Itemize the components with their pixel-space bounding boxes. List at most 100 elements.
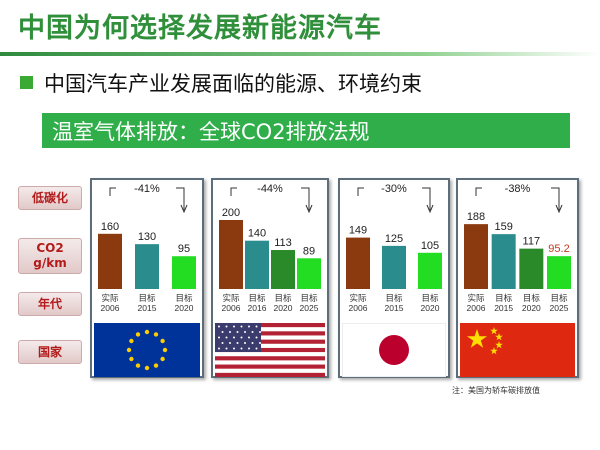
china-value-label-1: 159 bbox=[494, 221, 512, 233]
china-bracket-left bbox=[475, 187, 482, 196]
usa-value-label-0: 200 bbox=[222, 207, 240, 219]
us-star bbox=[244, 331, 246, 333]
us-star bbox=[240, 325, 243, 328]
eu-bracket-left bbox=[109, 187, 116, 196]
us-star bbox=[229, 331, 231, 333]
us-star bbox=[251, 331, 254, 333]
china-category-label-2-0: 目标 bbox=[523, 293, 541, 303]
japan-bracket-arrow bbox=[426, 204, 434, 214]
usa-bracket-right bbox=[301, 187, 310, 210]
us-star bbox=[240, 336, 243, 339]
eu-star bbox=[129, 338, 134, 344]
us-star bbox=[244, 342, 246, 344]
eu-star bbox=[160, 338, 165, 344]
us-star bbox=[248, 347, 250, 350]
eu-star bbox=[126, 347, 132, 353]
china-value-label-0: 188 bbox=[467, 211, 485, 223]
row-label-low-carbon: 低碳化 bbox=[18, 186, 82, 210]
title-rule bbox=[0, 52, 600, 56]
us-star bbox=[233, 336, 235, 339]
japan-value-label-0: 149 bbox=[349, 225, 367, 237]
china-bar-3 bbox=[547, 256, 571, 289]
japan-category-label-1-1: 2015 bbox=[385, 303, 404, 313]
china-bar-2 bbox=[519, 248, 544, 289]
eu-flag bbox=[94, 323, 200, 377]
eu-value-label-2: 95 bbox=[178, 243, 190, 255]
us-star bbox=[236, 331, 239, 333]
eu-star bbox=[144, 365, 150, 371]
us-stripe bbox=[215, 339, 325, 344]
usa-value-label-3: 89 bbox=[303, 245, 315, 257]
china-category-label-0-1: 2006 bbox=[467, 303, 486, 313]
us-star bbox=[240, 347, 243, 350]
us-star bbox=[225, 347, 228, 350]
us-star bbox=[225, 325, 228, 328]
japan-category-label-2-0: 目标 bbox=[421, 293, 439, 303]
china-bar-1 bbox=[491, 234, 516, 289]
us-star bbox=[255, 325, 258, 328]
eu-star bbox=[153, 332, 159, 337]
usa-category-label-1-1: 2016 bbox=[248, 303, 267, 313]
eu-star bbox=[160, 356, 165, 362]
china-reduction-label: -38% bbox=[505, 183, 531, 195]
eu-category-label-1-1: 2015 bbox=[138, 303, 157, 313]
japan-value-label-2: 105 bbox=[421, 240, 439, 252]
eu-bar-0 bbox=[98, 233, 122, 289]
china-value-label-3: 95.2 bbox=[548, 243, 569, 255]
eu-category-label-0-0: 实际 bbox=[101, 293, 119, 303]
us-star bbox=[221, 342, 224, 344]
china-bracket-right bbox=[551, 187, 560, 210]
us-stripe bbox=[215, 331, 325, 336]
subtitle: 中国汽车产业发展面临的能源、环境约束 bbox=[44, 72, 422, 96]
eu-category-label-1-0: 目标 bbox=[138, 293, 156, 303]
eu-bar-1 bbox=[135, 244, 159, 289]
china-category-label-2-1: 2020 bbox=[522, 303, 541, 313]
us-star bbox=[236, 342, 239, 344]
japan-value-label-1: 125 bbox=[385, 233, 403, 245]
us-star bbox=[218, 325, 220, 328]
eu-star bbox=[144, 329, 150, 335]
usa-category-label-2-1: 2020 bbox=[274, 303, 293, 313]
usa-category-label-0-1: 2006 bbox=[222, 303, 241, 313]
usa-bar-0 bbox=[219, 220, 243, 289]
japan-bar-0 bbox=[346, 237, 370, 289]
china-category-label-1-0: 目标 bbox=[495, 293, 513, 303]
us-flag bbox=[215, 323, 325, 377]
usa-bar-1 bbox=[245, 240, 269, 289]
us-star bbox=[225, 336, 228, 339]
us-star bbox=[221, 331, 224, 333]
page-title: 中国为何选择发展新能源汽车 bbox=[18, 13, 382, 44]
eu-category-label-0-1: 2006 bbox=[101, 303, 120, 313]
us-stripe bbox=[215, 323, 325, 328]
usa-category-label-2-0: 目标 bbox=[274, 293, 292, 303]
usa-reduction-label: -44% bbox=[257, 183, 283, 195]
japan-flag bbox=[342, 323, 446, 377]
usa-bar-2 bbox=[271, 250, 295, 289]
china-category-label-1-1: 2015 bbox=[494, 303, 513, 313]
usa-category-label-1-0: 目标 bbox=[248, 293, 266, 303]
eu-star bbox=[135, 363, 141, 368]
us-star bbox=[259, 342, 261, 344]
japan-category-label-0-0: 实际 bbox=[349, 293, 367, 303]
us-star bbox=[248, 325, 250, 328]
us-star bbox=[233, 325, 235, 328]
us-stripe bbox=[215, 372, 325, 377]
us-star bbox=[248, 336, 250, 339]
usa-category-label-3-0: 目标 bbox=[300, 293, 318, 303]
china-category-label-0-0: 实际 bbox=[467, 293, 485, 303]
footnote: 注：美国为轿车碳排放值 bbox=[452, 386, 540, 395]
banner-text: 温室气体排放：全球CO2排放法规 bbox=[52, 120, 370, 144]
eu-value-label-1: 130 bbox=[138, 231, 156, 243]
us-star bbox=[233, 347, 235, 350]
usa-bracket-arrow bbox=[305, 204, 313, 214]
usa-bar-3 bbox=[297, 258, 321, 289]
eu-category-label-2-0: 目标 bbox=[175, 293, 193, 303]
china-flag bbox=[460, 323, 575, 377]
row-label-year: 年代 bbox=[18, 292, 82, 316]
eu-category-label-2-1: 2020 bbox=[175, 303, 194, 313]
us-star bbox=[255, 347, 258, 350]
usa-category-label-0-0: 实际 bbox=[222, 293, 240, 303]
banner bbox=[42, 113, 570, 148]
eu-star bbox=[153, 363, 159, 368]
japan-bar-1 bbox=[382, 245, 406, 289]
